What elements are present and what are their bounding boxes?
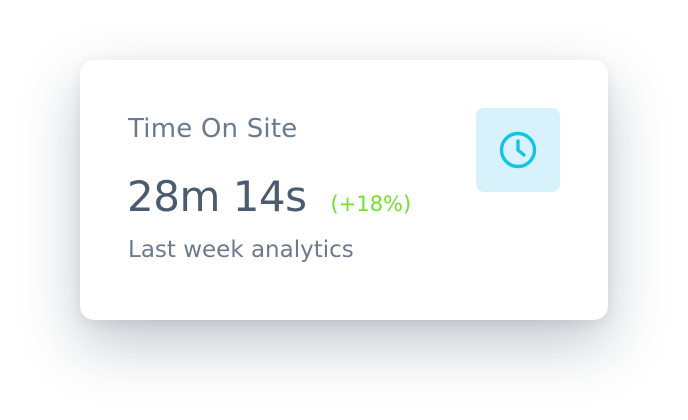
metric-value: 28m 14s [127, 172, 307, 221]
clock-icon [499, 131, 537, 169]
card-title: Time On Site [128, 114, 298, 144]
card-subtitle: Last week analytics [128, 237, 354, 263]
metric-row: 28m 14s (+18%) [127, 172, 411, 221]
metric-change-badge: (+18%) [330, 192, 412, 216]
time-on-site-card: Time On Site 28m 14s (+18%) Last week an… [80, 60, 608, 320]
icon-container [476, 108, 560, 192]
